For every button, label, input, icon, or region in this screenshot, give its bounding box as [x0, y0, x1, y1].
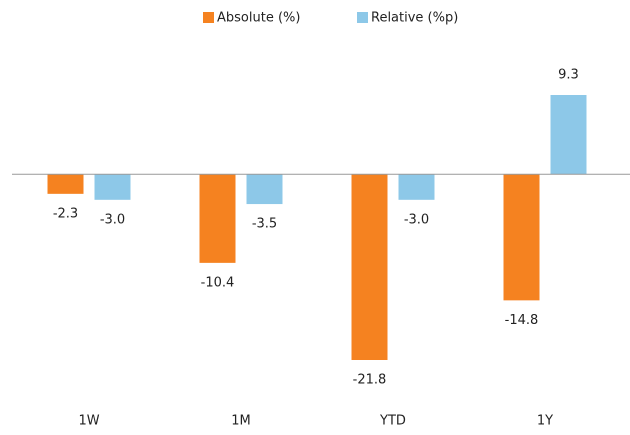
bar [47, 174, 84, 194]
bar [550, 95, 587, 175]
legend-label: Absolute (%) [217, 11, 300, 26]
data-label: -2.3 [53, 206, 78, 221]
data-label: -3.5 [252, 217, 277, 232]
x-tick-label: 1M [231, 414, 251, 429]
bar [503, 174, 540, 301]
legend-label: Relative (%p) [371, 11, 458, 26]
x-tick-label: 1Y [537, 414, 553, 429]
data-label: 9.3 [558, 68, 579, 83]
data-label: -21.8 [353, 373, 387, 388]
bar [246, 174, 283, 205]
legend-swatch [357, 12, 368, 23]
x-tick-label: YTD [379, 414, 406, 429]
legend-swatch [203, 12, 214, 23]
data-label: -14.8 [505, 313, 539, 328]
bar [398, 174, 435, 200]
bar [94, 174, 131, 200]
bar [351, 174, 388, 360]
data-label: -3.0 [100, 212, 125, 227]
data-label: -10.4 [201, 275, 235, 290]
data-label: -3.0 [404, 212, 429, 227]
bar [199, 174, 236, 263]
x-tick-label: 1W [78, 414, 99, 429]
